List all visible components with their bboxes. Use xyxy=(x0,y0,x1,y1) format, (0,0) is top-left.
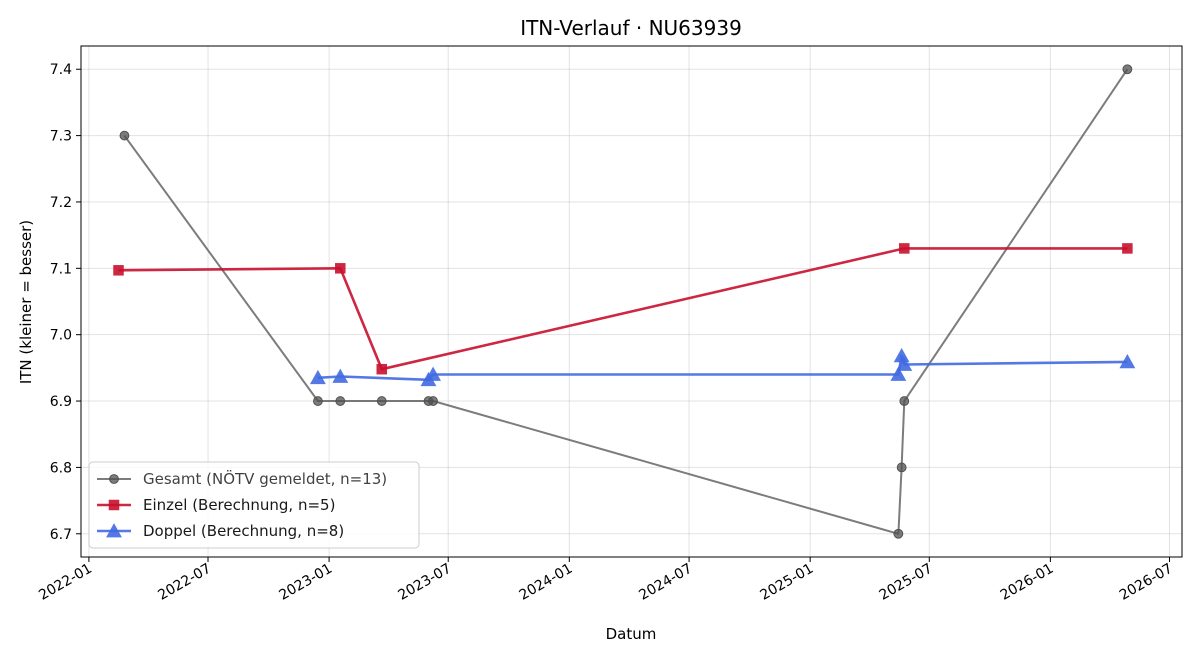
legend-label: Doppel (Berechnung, n=8) xyxy=(143,522,344,540)
data-point xyxy=(899,396,910,406)
x-tick-label: 2026-01 xyxy=(998,561,1057,604)
series-square xyxy=(113,243,1133,375)
data-point xyxy=(335,263,346,274)
y-tick-label: 6.9 xyxy=(50,394,72,410)
series-line xyxy=(118,247,1128,371)
series-circle xyxy=(119,64,1133,539)
legend-entry: Doppel (Berechnung, n=8) xyxy=(97,522,344,540)
data-point xyxy=(332,368,349,383)
y-tick-label: 6.8 xyxy=(50,460,72,476)
series-line xyxy=(317,354,1128,382)
y-axis-title: ITN (kleiner = besser) xyxy=(17,220,35,384)
y-tick-label: 6.7 xyxy=(50,527,72,543)
x-tick-label: 2024-01 xyxy=(517,561,576,604)
x-tick-label: 2025-07 xyxy=(877,561,936,604)
x-tick-label: 2026-07 xyxy=(1117,561,1176,604)
plot-frame xyxy=(80,45,1183,558)
data-point xyxy=(309,369,326,385)
x-tick-label: 2022-01 xyxy=(36,561,95,604)
y-tick-label: 7.2 xyxy=(50,195,72,211)
x-axis-title: Datum xyxy=(606,625,657,643)
x-tick-label: 2023-07 xyxy=(396,561,455,604)
x-tick-label: 2023-01 xyxy=(276,561,335,604)
data-point xyxy=(1122,64,1133,75)
data-point xyxy=(335,396,346,406)
legend-marker xyxy=(106,523,122,538)
x-tick-label: 2024-07 xyxy=(636,561,695,604)
data-point xyxy=(893,528,904,539)
data-point xyxy=(899,243,910,254)
legend-label: Gesamt (NÖTV gemeldet, n=13) xyxy=(143,469,387,488)
data-point xyxy=(896,462,907,473)
data-point xyxy=(1119,353,1136,369)
data-point xyxy=(376,396,387,406)
legend-marker xyxy=(109,474,119,484)
legend: Gesamt (NÖTV gemeldet, n=13) Einzel (Bere… xyxy=(88,461,420,549)
data-point xyxy=(890,366,907,381)
legend-box xyxy=(88,461,420,549)
data-point xyxy=(428,396,438,406)
y-tick-label: 7.3 xyxy=(50,129,72,145)
data-point xyxy=(113,265,124,276)
x-tick-label: 2022-07 xyxy=(155,561,214,604)
data-point xyxy=(1122,243,1133,254)
data-point xyxy=(896,356,913,371)
y-tick-label: 7.0 xyxy=(50,328,72,344)
data-point xyxy=(425,366,442,381)
legend-marker xyxy=(108,499,120,511)
data-point xyxy=(893,347,910,363)
series-layer xyxy=(113,64,1136,539)
y-tick-label: 7.1 xyxy=(50,261,72,277)
legend-entry: Einzel (Berechnung, n=5) xyxy=(97,496,335,514)
data-point xyxy=(376,363,388,375)
x-tick-label: 2025-01 xyxy=(758,561,817,604)
series-triangle xyxy=(309,347,1136,387)
y-tick-label: 7.4 xyxy=(50,62,72,78)
chart-title: ITN-Verlauf · NU63939 xyxy=(520,16,742,40)
legend-entry: Gesamt (NÖTV gemeldet, n=13) xyxy=(97,469,387,488)
legend-label: Einzel (Berechnung, n=5) xyxy=(143,496,335,514)
data-point xyxy=(119,130,130,141)
data-point xyxy=(313,396,323,406)
